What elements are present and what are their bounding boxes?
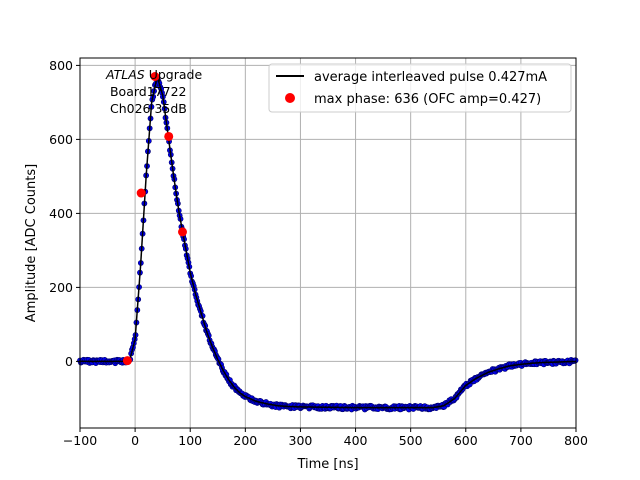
legend-entry-max-phase: max phase: 636 (OFC amp=0.427) (314, 92, 541, 107)
x-tick-label: −100 (63, 433, 97, 448)
y-tick-label: 400 (49, 206, 73, 221)
annotation-line-2: Board17722 (106, 84, 186, 99)
y-tick-label: 0 (65, 354, 73, 369)
legend-box (268, 63, 572, 113)
y-tick-label: 800 (49, 58, 73, 73)
plot-frame (79, 57, 577, 429)
x-tick-label: 200 (233, 433, 257, 448)
y-tick-label: 200 (49, 280, 73, 295)
legend-marker-swatch (285, 93, 295, 103)
max-phase-point (136, 188, 146, 198)
legend: average interleaved pulse 0.427mA max ph… (268, 63, 572, 113)
y-axis-ticks: 0 200 400 600 800 (49, 58, 80, 369)
x-tick-label: 100 (178, 433, 202, 448)
annotation: ATLAS Upgrade Board17722 Ch026 35dB (105, 67, 202, 116)
max-phase-point (164, 131, 174, 141)
average-pulse-line-group (80, 76, 577, 409)
y-axis-label: Amplitude [ADC Counts] (24, 164, 39, 322)
x-tick-label: 500 (399, 433, 423, 448)
annotation-line-1: ATLAS Upgrade (105, 67, 202, 82)
annotation-line-3: Ch026 35dB (106, 101, 187, 116)
x-axis-label: Time [ns] (296, 457, 358, 472)
x-tick-label: 400 (344, 433, 368, 448)
max-phase-point (122, 356, 132, 366)
x-axis-ticks: −100 0 100 200 300 400 500 600 700 800 (63, 428, 588, 448)
x-tick-label: 800 (564, 433, 588, 448)
x-tick-label: 700 (509, 433, 533, 448)
x-tick-label: 600 (454, 433, 478, 448)
max-phase-point (150, 72, 160, 81)
y-tick-label: 600 (49, 132, 73, 147)
average-pulse-line (80, 76, 577, 409)
x-tick-label: 0 (131, 433, 139, 448)
x-tick-label: 300 (289, 433, 313, 448)
max-phase-point (178, 227, 188, 237)
max-phase-points (122, 72, 188, 366)
legend-entry-average-pulse: average interleaved pulse 0.427mA (314, 70, 547, 85)
